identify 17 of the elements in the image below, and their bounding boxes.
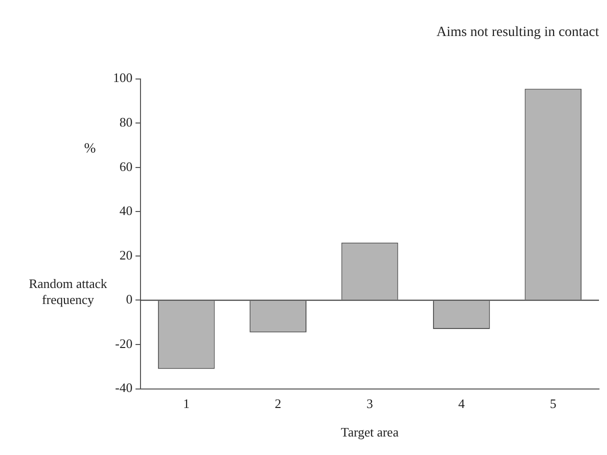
y-axis-title: % (84, 141, 96, 156)
y-tick-label: -40 (115, 380, 132, 396)
x-tick-label: 5 (550, 396, 556, 412)
y-tick-label: 100 (113, 70, 132, 86)
y-tick-label: -20 (115, 336, 132, 351)
x-tick-label: 1 (183, 396, 190, 412)
y-tick-label: 0 (126, 292, 132, 307)
x-tick-label: 2 (274, 396, 282, 412)
chart-title: Aims not resulting in contact (436, 25, 600, 40)
x-tick-label: 4 (458, 396, 466, 412)
y-tick-label: 80 (120, 114, 132, 130)
y-tick-label: 20 (120, 247, 132, 262)
y-tick-label: 40 (120, 203, 132, 218)
ref-line-label: Random attack frequency (28, 276, 108, 308)
x-tick-label: 3 (366, 396, 373, 412)
y-tick-label: 60 (120, 158, 132, 174)
x-axis-title: Target area (340, 424, 399, 440)
